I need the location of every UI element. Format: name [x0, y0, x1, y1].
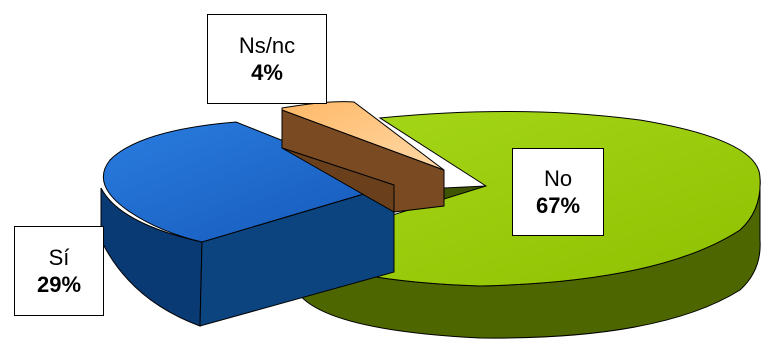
- data-label-nsnc-name: Ns/nc: [238, 32, 296, 58]
- data-label-nsnc-value: 4%: [251, 60, 283, 85]
- data-label-si-name: Sí: [48, 244, 70, 270]
- data-label-si-value: 29%: [36, 272, 82, 297]
- data-label-no-value: 67%: [535, 193, 581, 218]
- data-label-no: No 67%: [512, 148, 604, 236]
- slice-si: [100, 121, 396, 327]
- slice-nsnc-side-b: [281, 147, 395, 213]
- data-label-nsnc: Ns/nc 4%: [207, 14, 327, 104]
- slice-nsnc: [281, 101, 445, 213]
- data-label-si: Sí 29%: [14, 226, 104, 316]
- slice-si-top: [102, 121, 396, 243]
- data-label-no-name: No: [543, 165, 573, 191]
